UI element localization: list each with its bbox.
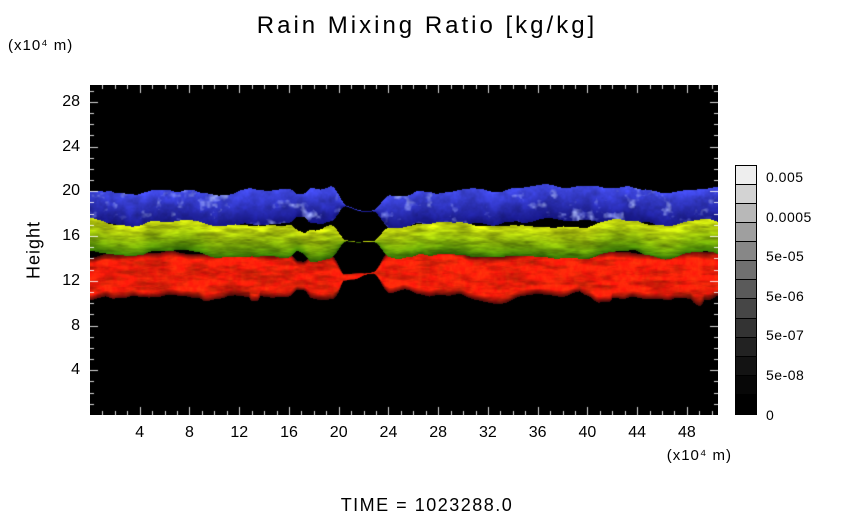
plot-canvas <box>90 85 718 415</box>
x-tick-label: 4 <box>135 424 145 441</box>
colorbar-segment <box>736 337 756 357</box>
time-label: TIME = 1023288.0 <box>340 495 514 515</box>
y-axis-unit-label: (x10⁴ m) <box>8 37 74 54</box>
colorbar-tick-label: 5e-06 <box>766 287 805 304</box>
x-tick-label: 16 <box>280 424 298 441</box>
colorbar-tick-label: 5e-05 <box>766 248 805 265</box>
y-axis-label: Height <box>23 220 44 280</box>
chart-title: Rain Mixing Ratio [kg/kg] <box>256 12 598 39</box>
y-tick-label: 24 <box>62 137 80 155</box>
colorbar <box>735 165 757 415</box>
colorbar-segment <box>736 223 756 243</box>
y-tick-label: 20 <box>62 182 80 200</box>
y-tick-label: 16 <box>62 227 80 245</box>
x-tick-label: 8 <box>185 424 194 441</box>
x-tick-label: 32 <box>479 424 497 441</box>
y-tick-label: 8 <box>71 316 80 334</box>
y-tick-label: 4 <box>71 361 80 379</box>
x-tick-label: 12 <box>230 424 249 441</box>
x-tick-label: 24 <box>379 424 398 441</box>
colorbar-segment <box>736 166 756 186</box>
y-tick-label: 12 <box>62 271 80 289</box>
colorbar-segment <box>736 318 756 338</box>
colorbar-segment <box>736 280 756 300</box>
x-tick-label: 36 <box>528 424 547 441</box>
colorbar-tick-label: 0.005 <box>766 169 804 185</box>
colorbar-tick-label: 5e-08 <box>766 367 805 383</box>
x-tick-label: 40 <box>578 424 597 441</box>
y-tick-label: 28 <box>62 92 80 110</box>
x-tick-label: 28 <box>429 424 448 441</box>
colorbar-segment <box>736 356 756 376</box>
colorbar-tick-label: 0.0005 <box>766 208 812 225</box>
colorbar-segment <box>736 394 756 414</box>
colorbar-segment <box>736 375 756 395</box>
colorbar-segment <box>736 299 756 319</box>
x-tick-label: 20 <box>329 424 348 441</box>
x-axis-unit-label: (x10⁴ m) <box>666 447 732 464</box>
colorbar-segment <box>736 261 756 281</box>
colorbar-segment <box>736 185 756 205</box>
colorbar-segment <box>736 242 756 262</box>
x-tick-label: 48 <box>678 424 696 441</box>
colorbar-segment <box>736 204 756 224</box>
x-tick-label: 44 <box>628 424 647 441</box>
colorbar-tick-label: 0 <box>766 406 775 423</box>
colorbar-tick-label: 5e-07 <box>766 327 805 344</box>
